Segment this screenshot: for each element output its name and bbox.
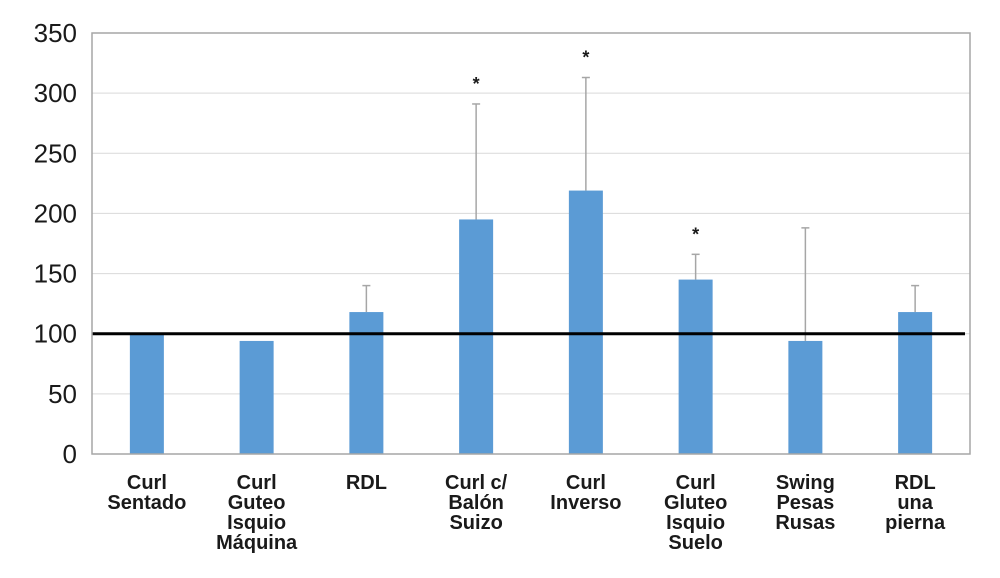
bar [239, 340, 274, 454]
x-category-label-line: Curl [237, 472, 277, 494]
bar [898, 312, 933, 454]
x-category-label-line: Swing [776, 472, 835, 494]
bar [459, 219, 494, 454]
y-tick-label: 50 [48, 379, 77, 409]
y-axis-ticks: 0 50 100 150 200 250 300 350 [34, 18, 77, 469]
x-category-label-line: Isquio [227, 512, 286, 534]
plot-area-border [91, 32, 971, 455]
x-category-label-line: Guteo [228, 492, 286, 514]
x-category-label-line: RDL [895, 472, 936, 494]
x-category-label-line: Curl [127, 472, 167, 494]
x-category-label: RDL una pierna [885, 472, 946, 534]
bars [129, 190, 933, 454]
y-tick-label: 0 [63, 439, 77, 469]
significance-marker: * [582, 48, 589, 68]
x-category-label: Curl Guteo Isquio Máquina [216, 472, 298, 554]
significance-marker: * [473, 74, 480, 94]
x-category-label-line: Sentado [107, 492, 186, 514]
x-category-label-line: Curl [566, 472, 606, 494]
gridlines [92, 92, 970, 395]
x-category-label-line: Gluteo [664, 492, 727, 514]
bar [349, 312, 384, 454]
x-category-label-line: Suelo [668, 532, 722, 554]
bar [568, 190, 603, 454]
x-category-label: Curl Sentado [107, 472, 186, 514]
x-category-label: Curl Inverso [550, 472, 621, 514]
x-category-label-line: una [897, 492, 933, 514]
y-tick-label: 100 [34, 319, 77, 349]
x-category-label-line: pierna [885, 512, 946, 534]
x-category-label-line: Máquina [216, 532, 298, 554]
y-tick-label: 300 [34, 78, 77, 108]
x-category-label-line: Curl c/ [445, 472, 508, 494]
y-tick-label: 250 [34, 138, 77, 168]
bar [129, 333, 164, 454]
significance-markers: * * * [473, 48, 700, 245]
error-bars [362, 76, 920, 341]
y-tick-label: 150 [34, 259, 77, 289]
x-category-label: Curl Gluteo Isquio Suelo [664, 472, 727, 554]
x-category-label-line: Rusas [775, 512, 835, 534]
x-category-label: RDL [346, 472, 387, 494]
bar [678, 279, 713, 454]
x-category-label-line: Isquio [666, 512, 725, 534]
x-category-label-line: Inverso [550, 492, 621, 514]
x-category-label: Curl c/Balón Suizo [445, 472, 508, 534]
bar [788, 340, 823, 454]
significance-marker: * [692, 224, 699, 244]
y-tick-label: 200 [34, 198, 77, 228]
x-category-label-line: Suizo [449, 512, 502, 534]
x-category-label-line: RDL [346, 472, 387, 494]
x-category-label-line: Pesas [776, 492, 834, 514]
x-category-label-line: Balón [448, 492, 504, 514]
x-category-label: Swing Pesas Rusas [775, 472, 835, 534]
x-category-label-line: Curl [676, 472, 716, 494]
y-tick-label: 350 [34, 18, 77, 48]
